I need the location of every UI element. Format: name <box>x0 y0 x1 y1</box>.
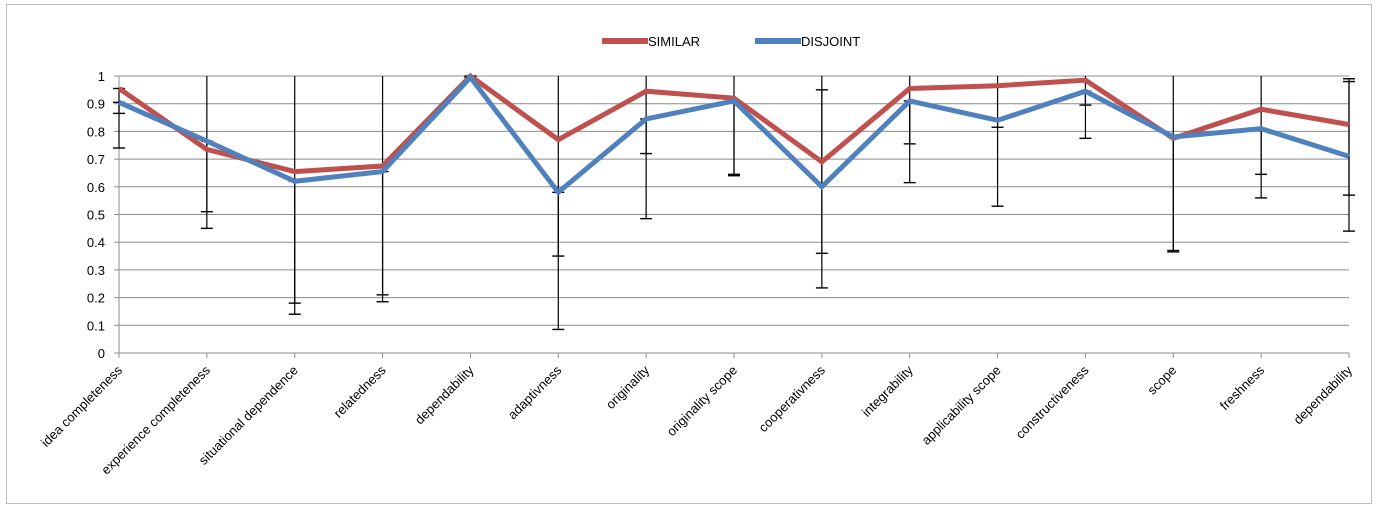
x-category-label: dependability <box>1290 362 1355 427</box>
error-bar <box>113 87 125 149</box>
error-bar <box>728 100 740 177</box>
y-tick-label: 0.8 <box>87 124 105 139</box>
x-category-label: dependability <box>412 362 477 427</box>
legend-item-disjoint: DISJOINT <box>755 34 860 49</box>
y-tick-label: 0.1 <box>87 318 105 333</box>
legend-item-similar: SIMILAR <box>602 34 700 49</box>
x-category-label: originality <box>603 362 653 412</box>
y-tick-label: 1 <box>98 69 105 84</box>
line-chart: 0 0.1 0.2 0.3 0.4 0.5 0.6 0.7 0.8 0.9 1 idea compl… <box>38 34 1356 477</box>
x-category-label: freshness <box>1217 362 1268 413</box>
error-bar <box>991 76 1004 207</box>
y-tick-label: 0.5 <box>87 208 105 223</box>
error-bar <box>1079 76 1092 140</box>
y-tick-label: 0 <box>98 346 105 361</box>
y-tick-label: 0.4 <box>87 235 105 250</box>
x-category-label: situational dependence <box>196 363 301 468</box>
x-category-label: adaptivness <box>505 362 565 422</box>
y-tick-label: 0.9 <box>87 97 105 112</box>
error-bar <box>376 170 389 296</box>
y-tick-label: 0.2 <box>87 291 105 306</box>
error-bar <box>815 89 828 254</box>
error-bars <box>113 75 1355 331</box>
series-lines <box>117 72 1350 196</box>
legend-label: SIMILAR <box>648 34 700 49</box>
x-category-label: relatedness <box>331 362 389 420</box>
y-tick-label: 0.7 <box>87 152 105 167</box>
x-category-label: scope <box>1144 363 1179 398</box>
x-category-label: idea completeness <box>38 362 126 450</box>
y-tick-label: 0.3 <box>87 263 105 278</box>
chart-frame: 0 0.1 0.2 0.3 0.4 0.5 0.6 0.7 0.8 0.9 1 idea compl… <box>6 4 1372 504</box>
legend: SIMILAR DISJOINT <box>602 34 860 49</box>
y-tick-label: 0.6 <box>87 180 105 195</box>
x-category-label: integrability <box>859 362 916 419</box>
x-category-label: constructiveness <box>1012 362 1091 441</box>
error-bar <box>1167 136 1180 252</box>
error-bar <box>552 191 565 331</box>
error-bar <box>1255 127 1268 176</box>
x-category-label: applicability scope <box>918 363 1003 448</box>
legend-label: DISJOINT <box>801 34 860 49</box>
x-category-label: originality scope <box>664 363 741 440</box>
x-category-label: cooperativness <box>756 362 829 435</box>
